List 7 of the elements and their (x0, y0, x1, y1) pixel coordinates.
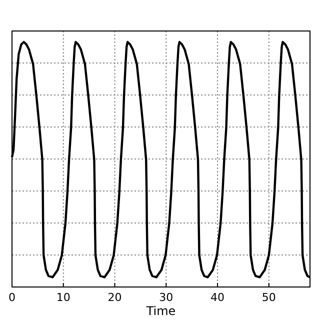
x-tick-label: 50 (262, 291, 276, 304)
x-tick-label: 40 (210, 291, 225, 304)
x-tick-label: 20 (108, 291, 122, 304)
x-tick-label: 0 (8, 291, 16, 304)
x-tick-label: 30 (159, 291, 174, 304)
x-axis-title: Time (145, 304, 176, 318)
x-tick-label: 10 (56, 291, 70, 304)
